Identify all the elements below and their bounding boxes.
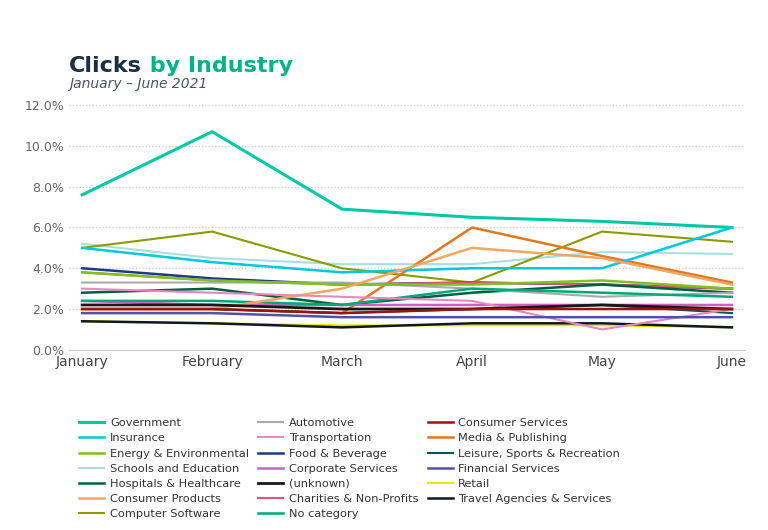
Legend: Government, Insurance, Energy & Environmental, Schools and Education, Hospitals : Government, Insurance, Energy & Environm… xyxy=(74,414,625,524)
Text: Clicks: Clicks xyxy=(69,56,142,76)
Text: January – June 2021: January – June 2021 xyxy=(69,77,207,91)
Text: by Industry: by Industry xyxy=(142,56,293,76)
